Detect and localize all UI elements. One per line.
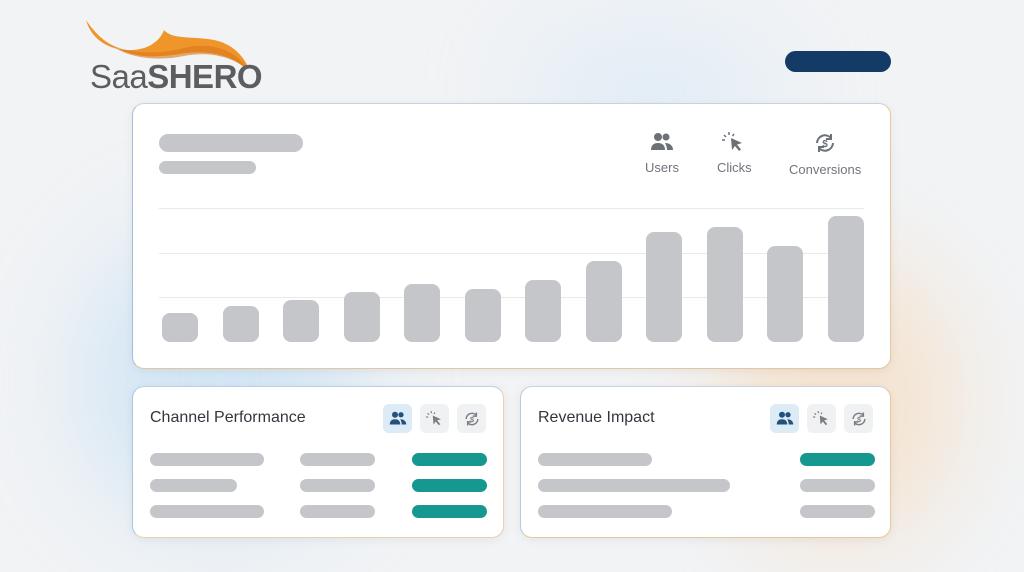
legend-conversions[interactable]: $ Conversions (789, 132, 861, 177)
logo-text: SaaSHERO (90, 58, 263, 95)
chart-bar[interactable] (222, 305, 259, 342)
gridline (159, 297, 864, 299)
legend-label: Clicks (717, 160, 752, 175)
chart-bar[interactable] (162, 312, 198, 342)
row-placeholder (538, 453, 652, 466)
users-icon (389, 411, 406, 425)
cursor-click-icon (812, 411, 828, 426)
channel-performance-card: Channel Performance $ (132, 386, 504, 538)
chart-bar[interactable] (464, 288, 501, 342)
cursor-click-icon (722, 132, 743, 151)
chart-bar[interactable] (283, 299, 319, 342)
metric-bar-highlight (412, 505, 487, 518)
header-action-button[interactable] (785, 51, 891, 72)
legend-users[interactable]: Users (645, 132, 679, 175)
chart-title-placeholder (159, 134, 303, 152)
card-title: Revenue Impact (538, 409, 655, 426)
users-icon (776, 411, 793, 425)
dollar-cycle-icon: $ (816, 134, 835, 152)
cursor-click-toggle-button[interactable] (420, 404, 449, 433)
row-placeholder (150, 505, 264, 518)
row-placeholder (538, 505, 672, 518)
legend-label: Conversions (789, 162, 862, 177)
metric-toggle-group: $ (770, 404, 873, 433)
metric-toggle-group: $ (383, 404, 486, 433)
row-placeholder (300, 453, 375, 466)
row-placeholder (150, 453, 264, 466)
row-placeholder (800, 479, 875, 492)
row-placeholder (300, 505, 375, 518)
gridline (159, 252, 864, 254)
cursor-click-toggle-button[interactable] (807, 404, 836, 433)
dollar-cycle-icon: $ (464, 411, 479, 426)
logo-swoosh-icon (86, 20, 249, 68)
row-placeholder (150, 479, 237, 492)
dollar-cycle-toggle-button[interactable]: $ (457, 404, 486, 433)
chart-bar[interactable] (827, 215, 864, 342)
chart-bar[interactable] (767, 245, 803, 342)
chart-bar[interactable] (706, 227, 743, 342)
chart-bar[interactable] (343, 291, 380, 342)
metric-bar-highlight (800, 453, 875, 466)
dollar-cycle-toggle-button[interactable]: $ (844, 404, 873, 433)
users-toggle-button[interactable] (770, 404, 799, 433)
cursor-click-icon (425, 411, 441, 426)
row-placeholder (538, 479, 730, 492)
row-placeholder (800, 505, 875, 518)
revenue-impact-card: Revenue Impact $ (520, 386, 891, 538)
card-title: Channel Performance (150, 409, 306, 426)
svg-text:$: $ (469, 414, 473, 423)
row-placeholder (300, 479, 375, 492)
gridline (159, 207, 864, 209)
chart-bar[interactable] (525, 279, 561, 342)
metric-bar-highlight (412, 453, 487, 466)
legend-label: Users (645, 160, 679, 175)
chart-bar[interactable] (585, 261, 622, 342)
saashero-logo: SaaSHERO (84, 18, 264, 98)
dollar-cycle-icon: $ (851, 411, 866, 426)
users-icon (650, 133, 673, 150)
users-toggle-button[interactable] (383, 404, 412, 433)
legend-clicks[interactable]: Clicks (717, 132, 752, 175)
chart-bar[interactable] (404, 283, 440, 342)
svg-text:$: $ (856, 414, 860, 423)
chart-subtitle-placeholder (159, 161, 256, 174)
metric-bar-highlight (412, 479, 487, 492)
main-chart-card: Users Clicks $ Conversions (132, 103, 891, 369)
chart-bar[interactable] (646, 232, 682, 342)
svg-text:$: $ (822, 139, 828, 150)
